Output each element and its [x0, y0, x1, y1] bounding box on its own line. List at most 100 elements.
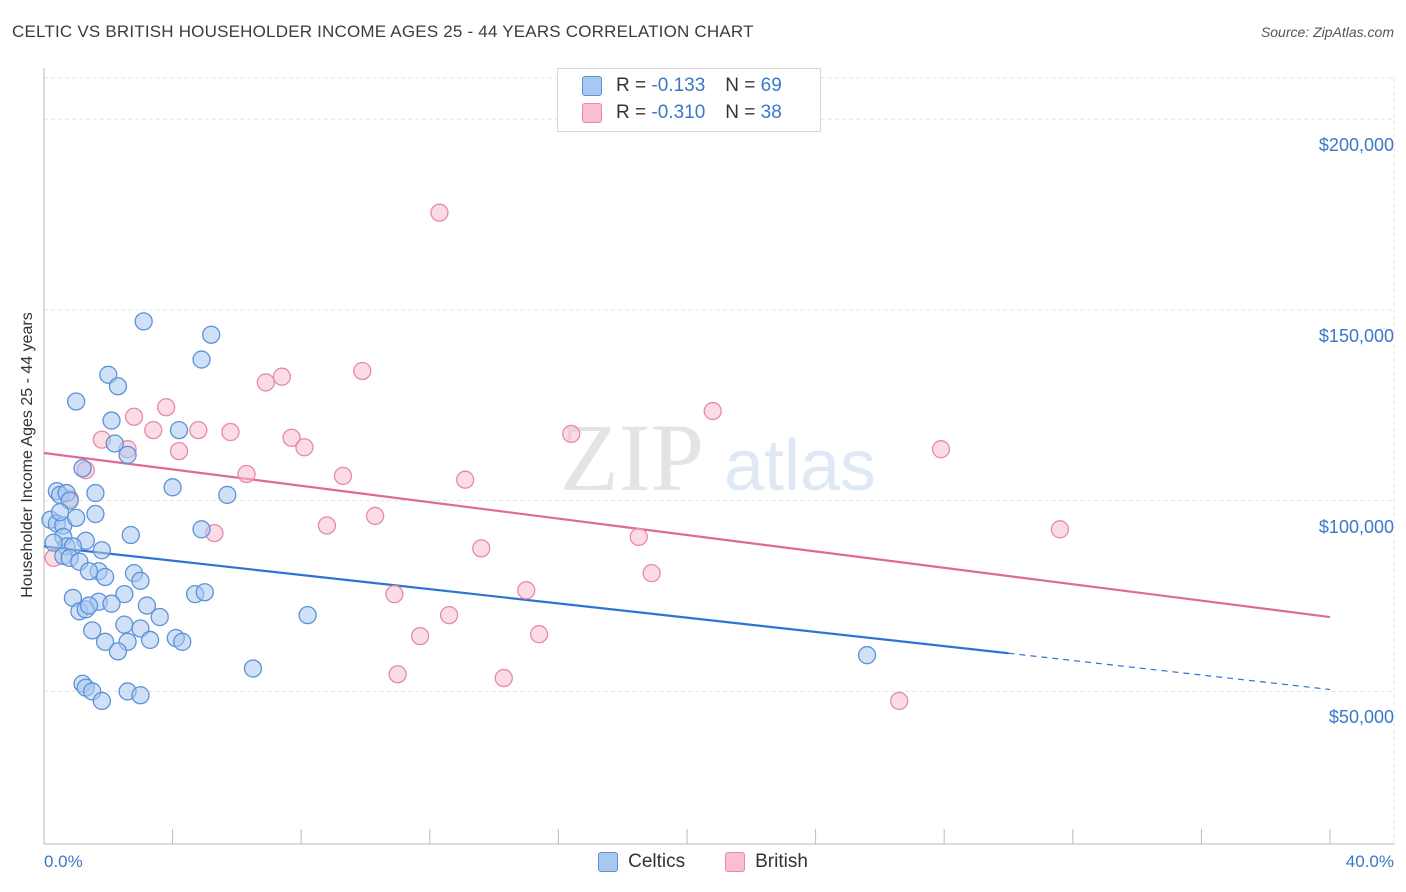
celtics-point [150, 607, 169, 627]
y-tick-label: $200,000 [1318, 135, 1394, 156]
celtics-point [298, 605, 317, 625]
british-point [439, 605, 459, 625]
british-point [385, 584, 404, 604]
x-tick-label-max: 40.0% [1345, 852, 1394, 871]
celtics-point [73, 459, 92, 478]
british-point [157, 398, 176, 417]
british-point [237, 464, 256, 484]
celtics-point [95, 632, 115, 651]
celtics-point [218, 485, 237, 505]
british-point [562, 424, 581, 444]
celtics-point [50, 502, 70, 522]
legend-label-celtics: Celtics [628, 851, 686, 872]
celtics-point [92, 541, 112, 560]
british-point [642, 564, 661, 583]
british-point [272, 367, 292, 386]
x-tick-label-min: 0.0% [44, 852, 83, 871]
celtics-point [169, 420, 189, 440]
british-point [388, 665, 407, 684]
british-point [931, 440, 951, 459]
celtics-point [92, 691, 112, 711]
celtics-swatch [598, 852, 619, 872]
british-point [169, 441, 189, 461]
celtics-point [140, 630, 160, 650]
british-point [411, 626, 430, 646]
n-value: 69 [760, 75, 782, 96]
celtics-point [131, 686, 150, 705]
celtics-point [134, 312, 153, 331]
stats-legend: R = -0.133 N = 69 R = -0.310 N = 38 [557, 68, 821, 132]
celtics-point [192, 350, 211, 369]
celtics-point [102, 411, 121, 430]
celtics-point [67, 392, 86, 411]
celtics-point [83, 621, 102, 640]
british-point [221, 422, 240, 442]
british-point [529, 625, 549, 644]
british-point [124, 407, 144, 426]
r-value: -0.310 [651, 102, 706, 123]
british-point [317, 516, 337, 535]
celtics-point [195, 583, 214, 602]
celtics-point [243, 659, 263, 678]
british-point [494, 668, 513, 688]
celtics-point [115, 615, 134, 634]
source-credit: Source: ZipAtlas.com [1260, 24, 1394, 40]
legend-item-british[interactable]: British [725, 851, 808, 873]
r-label: R = [616, 75, 647, 96]
celtics-point [44, 533, 63, 552]
british-point [472, 539, 491, 558]
british-swatch [582, 103, 602, 123]
legend-row-celtics: R = -0.133 N = 69 [582, 74, 782, 98]
celtics-point [173, 632, 192, 651]
celtics-point [137, 596, 157, 615]
celtics-points [41, 312, 877, 711]
axes [43, 68, 1394, 845]
british-point [890, 691, 909, 711]
series-legend: Celtics British [0, 851, 1406, 873]
n-label: N = [725, 75, 756, 96]
british-point [282, 428, 301, 447]
celtics-point [79, 562, 99, 581]
y-tick-label: $150,000 [1318, 325, 1394, 346]
celtics-point [202, 325, 221, 344]
celtics-swatch [582, 76, 602, 96]
british-point [629, 527, 648, 547]
celtics-point [86, 504, 105, 524]
celtics-point [108, 377, 128, 396]
trend-lines [43, 451, 1331, 691]
british-point [256, 373, 275, 392]
celtics-point [102, 594, 121, 613]
y-tick-label: $100,000 [1318, 516, 1394, 537]
r-label: R = [616, 102, 647, 123]
chart-title: CELTIC VS BRITISH HOUSEHOLDER INCOME AGE… [12, 22, 754, 41]
celtics-point [131, 571, 150, 590]
watermark-atlas: atlas [724, 426, 876, 506]
british-swatch [725, 852, 746, 872]
british-point [353, 361, 372, 381]
celtics-trend-extension [1008, 652, 1331, 691]
celtics-point [105, 434, 124, 453]
n-value: 38 [760, 102, 782, 123]
celtics-point [118, 445, 137, 465]
british-points [44, 203, 1070, 711]
british-point [1050, 520, 1070, 539]
british-point [333, 466, 353, 486]
british-point [295, 438, 314, 457]
british-point [365, 506, 385, 526]
celtics-point [121, 525, 140, 545]
celtics-point [163, 478, 182, 497]
celtics-point [192, 520, 211, 539]
celtics-point [79, 596, 99, 615]
n-label: N = [725, 102, 756, 123]
british-point [144, 420, 163, 440]
celtics-point [108, 642, 128, 661]
celtics-point [67, 508, 86, 527]
watermark-zip: ZIP [560, 404, 704, 511]
legend-row-british: R = -0.310 N = 38 [582, 101, 782, 125]
watermark: ZIP atlas [560, 404, 876, 511]
british-point [189, 420, 208, 440]
british-point [430, 203, 449, 222]
legend-item-celtics[interactable]: Celtics [598, 851, 685, 873]
british-trend-line [43, 451, 1331, 619]
